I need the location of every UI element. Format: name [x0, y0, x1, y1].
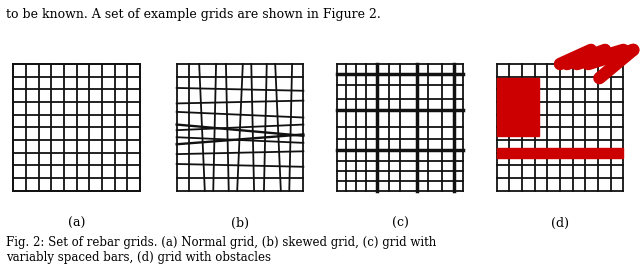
Text: to be known. A set of example grids are shown in Figure 2.: to be known. A set of example grids are …	[6, 8, 381, 21]
Text: (d): (d)	[551, 217, 569, 230]
Bar	[497, 148, 623, 158]
Text: (b): (b)	[231, 217, 249, 230]
Bar	[497, 78, 539, 136]
Text: Fig. 2: Set of rebar grids. (a) Normal grid, (b) skewed grid, (c) grid with
vari: Fig. 2: Set of rebar grids. (a) Normal g…	[6, 236, 436, 264]
Text: (c): (c)	[392, 217, 408, 230]
Text: (a): (a)	[68, 217, 86, 230]
